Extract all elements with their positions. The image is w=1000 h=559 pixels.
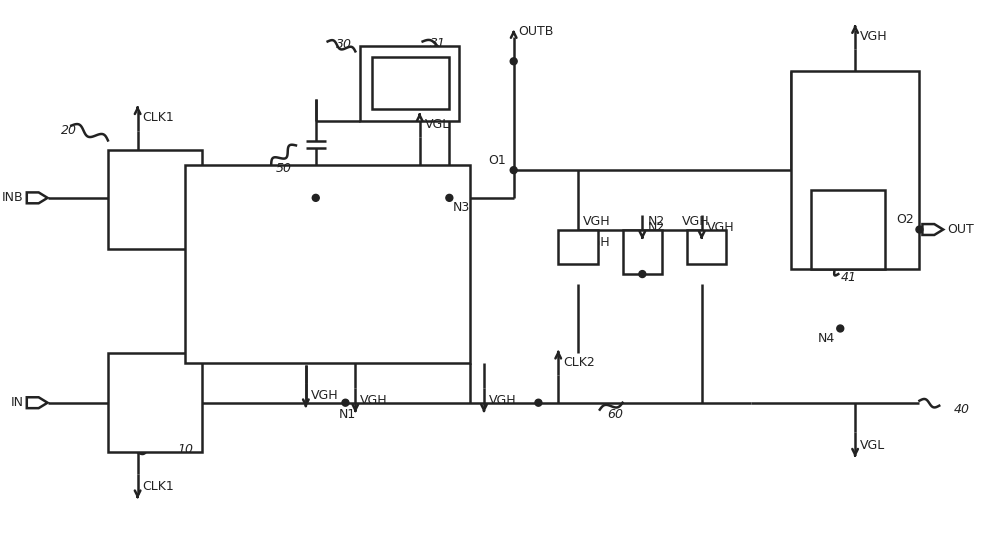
Text: 41: 41 (840, 271, 856, 283)
Bar (108, 150, 202, 249)
Text: VGH: VGH (707, 221, 734, 234)
Circle shape (446, 195, 453, 201)
Circle shape (535, 399, 542, 406)
Text: VGH: VGH (860, 30, 888, 43)
Text: OUT: OUT (947, 223, 974, 236)
Text: VGL: VGL (425, 118, 450, 131)
Text: O2: O2 (897, 213, 914, 226)
Circle shape (312, 195, 319, 201)
Text: INB: INB (2, 191, 24, 205)
Text: VGL: VGL (860, 439, 885, 452)
Text: VGH: VGH (682, 215, 710, 228)
Text: OUTB: OUTB (519, 25, 554, 38)
Text: 10: 10 (177, 443, 193, 456)
Text: CLK2: CLK2 (266, 226, 298, 239)
Text: VGH: VGH (583, 215, 611, 228)
Text: N4: N4 (818, 332, 835, 345)
Bar (623, 230, 662, 274)
Text: 60: 60 (608, 408, 624, 421)
Circle shape (837, 325, 844, 332)
Circle shape (510, 58, 517, 65)
Text: 30: 30 (336, 38, 352, 51)
Bar (360, 46, 459, 121)
Polygon shape (27, 397, 48, 408)
Bar (185, 165, 470, 363)
Text: N2: N2 (294, 182, 311, 196)
Text: VGH: VGH (360, 394, 388, 408)
Circle shape (639, 271, 646, 277)
Bar (791, 71, 919, 269)
Text: IN: IN (11, 396, 24, 409)
Text: N2: N2 (647, 215, 665, 228)
Bar (811, 190, 885, 269)
Bar (372, 58, 449, 109)
Text: CLK2: CLK2 (563, 356, 595, 368)
Circle shape (916, 226, 923, 233)
Bar (558, 230, 598, 264)
Circle shape (510, 167, 517, 174)
Text: 50: 50 (276, 162, 292, 174)
Text: VGH: VGH (311, 389, 338, 402)
Bar (108, 353, 202, 452)
Text: VGH: VGH (583, 236, 611, 249)
Text: CLK1: CLK1 (143, 111, 174, 124)
Polygon shape (922, 224, 943, 235)
Bar (687, 230, 726, 264)
Text: 20: 20 (61, 124, 77, 137)
Text: O1: O1 (488, 154, 506, 167)
Text: 31: 31 (430, 37, 446, 50)
Text: 40: 40 (954, 403, 970, 416)
Text: CLK1: CLK1 (143, 480, 174, 494)
Polygon shape (27, 192, 48, 203)
Text: N3: N3 (452, 201, 470, 214)
Text: VGH: VGH (489, 394, 517, 408)
Circle shape (342, 399, 349, 406)
Text: N2: N2 (647, 221, 665, 234)
Text: N1: N1 (339, 408, 356, 421)
